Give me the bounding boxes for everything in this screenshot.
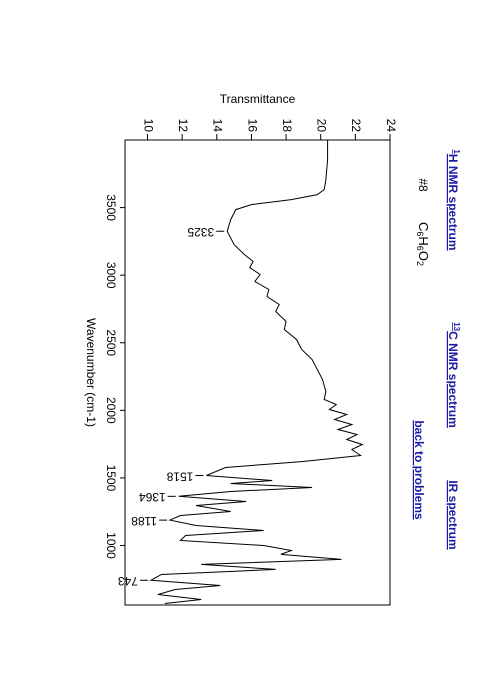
- formula-subscript: 6: [415, 246, 425, 251]
- link-superscript[interactable]: 13: [452, 322, 461, 331]
- formula-subscript: 6: [415, 231, 425, 236]
- y-tick-label: 12: [176, 119, 190, 133]
- x-tick-label: 1500: [104, 465, 118, 492]
- plot-frame: [124, 139, 391, 606]
- x-tick-label: 1000: [104, 532, 118, 559]
- rotated-chart: 1H NMR spectrum 13C NMR spectrum back to p…: [84, 92, 461, 606]
- x-tick-label: 3000: [104, 262, 118, 289]
- problem-number: #8: [416, 178, 430, 192]
- spectrum-line: [149, 140, 364, 604]
- peak-label: 1364: [139, 490, 166, 504]
- y-tick-label: 16: [245, 119, 259, 133]
- x-tick-label: 3500: [104, 194, 118, 221]
- y-tick-label: 22: [349, 119, 363, 133]
- link-text[interactable]: C NMR spectrum: [446, 331, 460, 428]
- y-tick-label: 24: [384, 119, 398, 133]
- peak-label: 1518: [166, 469, 193, 483]
- y-tick-label: 18: [280, 119, 294, 133]
- y-tick-label: 10: [141, 119, 155, 133]
- formula-element: C: [416, 222, 431, 231]
- peak-label: 3325: [187, 225, 214, 239]
- x-axis-label: Wavenumber (cm-1): [84, 318, 98, 427]
- nav-link[interactable]: 1H NMR spectrum: [446, 149, 461, 250]
- link-text[interactable]: back to problems: [412, 420, 426, 520]
- peak-label: 743: [118, 574, 138, 588]
- x-tick-label: 2000: [104, 397, 118, 424]
- formula-element: H: [416, 236, 431, 245]
- nav-link[interactable]: back to problems: [412, 420, 426, 520]
- x-tick-label: 2500: [104, 329, 118, 356]
- link-text[interactable]: H NMR spectrum: [446, 154, 460, 251]
- formula-element: O: [416, 251, 431, 261]
- peak-label: 1188: [131, 514, 157, 528]
- y-tick-label: 14: [211, 119, 225, 133]
- formula-subscript: 2: [415, 261, 425, 266]
- y-tick-label: 20: [315, 119, 329, 133]
- nav-link[interactable]: IR spectrum: [446, 480, 460, 549]
- formula: C6H6O2: [415, 222, 431, 266]
- y-axis-label: Transmittance: [220, 92, 296, 106]
- link-text[interactable]: IR spectrum: [446, 480, 460, 549]
- nav-link[interactable]: 13C NMR spectrum: [446, 322, 461, 428]
- link-superscript[interactable]: 1: [452, 149, 461, 154]
